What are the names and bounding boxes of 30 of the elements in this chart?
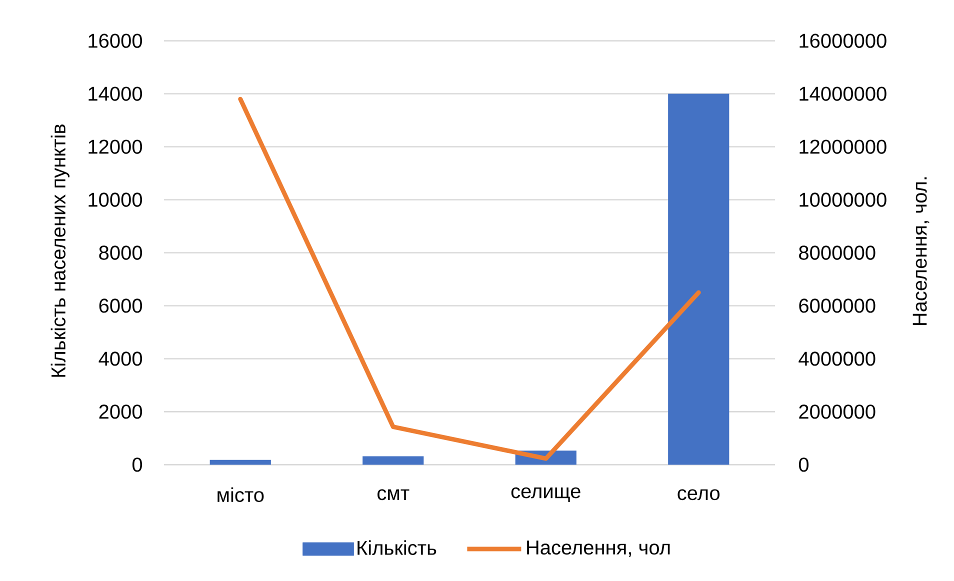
y-tick-label: 12000 — [88, 140, 142, 154]
y-tick-label: 16000 — [88, 34, 142, 48]
y2-tick-label: 4000000 — [798, 352, 876, 366]
y-tick-label: 6000 — [99, 298, 142, 313]
y2-tick-label: 0 — [798, 458, 809, 472]
x-tick-label: селище — [511, 487, 580, 502]
y-tick-label: 0 — [132, 458, 142, 472]
y2-tick-label: 14000000 — [800, 86, 886, 101]
bar — [668, 94, 730, 465]
y-tick-label: 14000 — [88, 86, 142, 101]
y-tick-label: 10000 — [88, 192, 142, 207]
bar — [210, 460, 271, 465]
y-tick-label: 2000 — [99, 404, 142, 419]
y2-tick-label: 2000000 — [799, 404, 876, 419]
line-series — [238, 96, 701, 461]
y2-tick-label: 10000000 — [800, 192, 886, 207]
y2-tick-label: 6000000 — [799, 298, 876, 313]
y2-tick-label: 12000000 — [800, 140, 886, 154]
y-tick-label: 4000 — [98, 352, 142, 366]
bar — [362, 456, 424, 465]
y2-tick-label: 8000000 — [799, 246, 876, 260]
legend-label: Населення, чол — [527, 540, 670, 557]
legend-label: Кількість — [358, 540, 436, 555]
y2-tick-label: 16000000 — [800, 34, 886, 48]
x-tick-label: село — [678, 489, 720, 500]
y-axis-title: Кількість населених пунктів — [50, 124, 70, 377]
x-tick-label: смт — [378, 489, 410, 500]
x-tick-label: місто — [218, 487, 264, 502]
y2-axis-title: Населення, чол. — [912, 177, 930, 325]
y-tick-label: 8000 — [99, 246, 142, 260]
